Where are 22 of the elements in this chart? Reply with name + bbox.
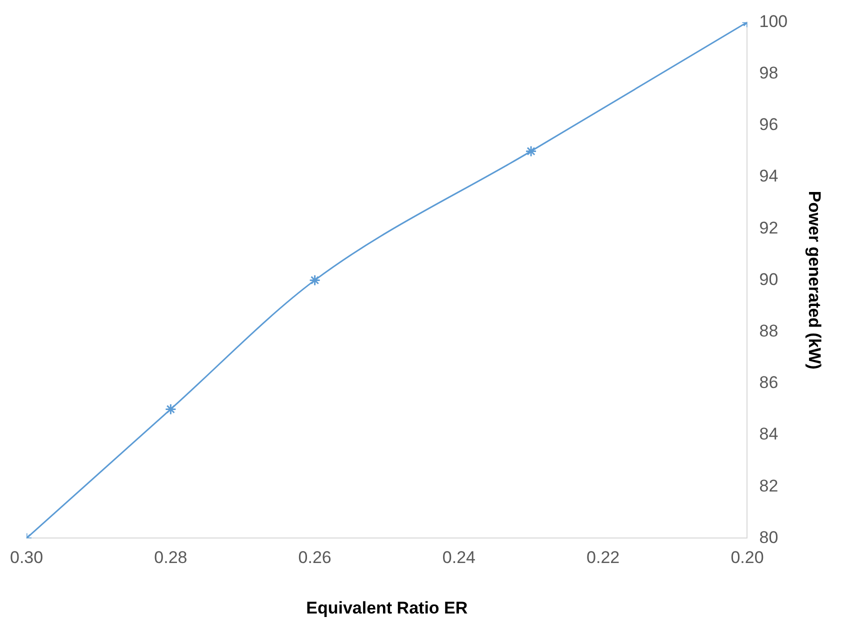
y-tick-label: 94 (759, 166, 778, 186)
x-tick-label: 0.26 (298, 548, 332, 568)
y-tick-label: 90 (759, 270, 778, 289)
y-tick-label: 100 (759, 12, 788, 31)
x-axis-title: Equivalent Ratio ER (306, 598, 468, 618)
y-axis-title: Power generated (kW) (805, 190, 824, 370)
x-tick-label: 0.30 (10, 548, 44, 568)
y-tick-label: 80 (759, 528, 778, 547)
y-tick-label: 86 (759, 373, 778, 392)
x-tick-label: 0.20 (730, 548, 764, 568)
point (525, 145, 537, 157)
point (309, 274, 321, 286)
y-tick-label: 82 (759, 476, 778, 496)
y-tick-label: 84 (759, 424, 778, 444)
y-tick-label: 88 (759, 321, 778, 340)
y-tick-label: 96 (759, 115, 778, 134)
y-tick-label: 92 (759, 218, 778, 238)
x-tick-label: 0.22 (586, 548, 620, 568)
y-tick-label: 98 (759, 63, 778, 82)
x-tick-label: 0.28 (154, 548, 188, 568)
x-tick-label: 0.24 (442, 548, 476, 568)
line-series (26, 22, 748, 538)
